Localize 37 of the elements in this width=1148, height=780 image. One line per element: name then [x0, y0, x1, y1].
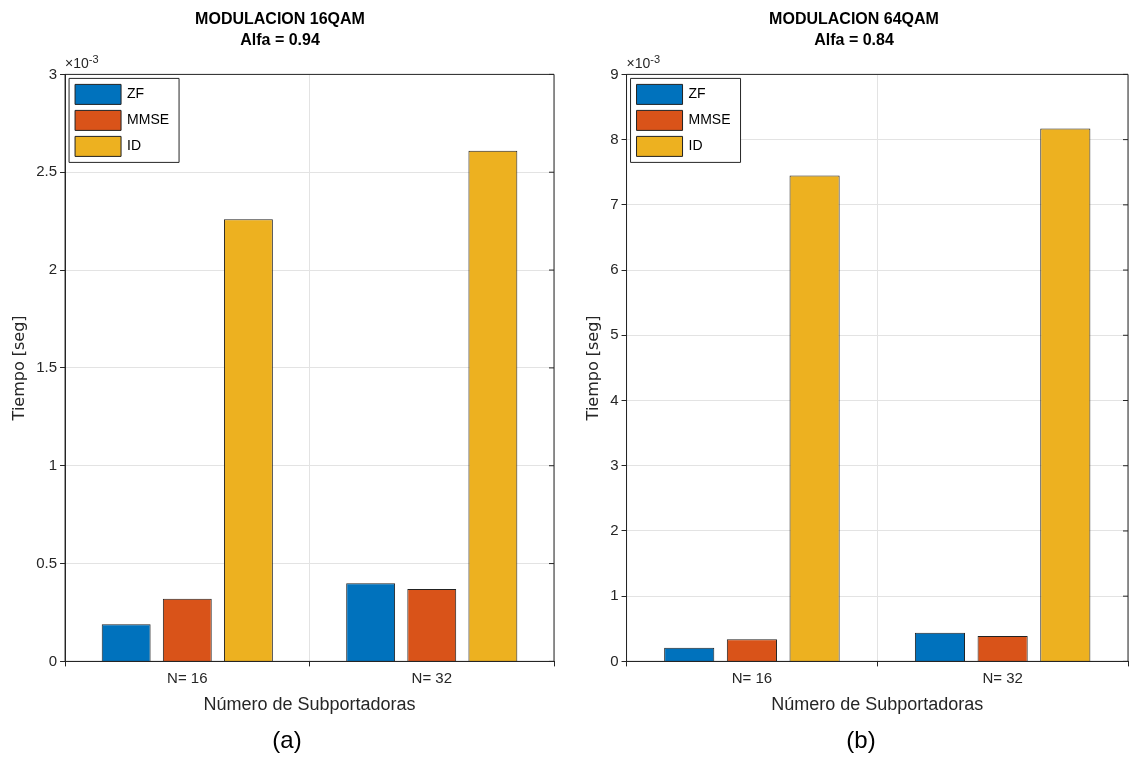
y-tick-label: 3 [48, 64, 58, 82]
chart-subtitle: Alfa = 0.84 [814, 31, 894, 49]
legend-label: ZF [688, 85, 706, 102]
y-tick-label: 9 [610, 64, 619, 82]
legend-label: MMSE [688, 111, 731, 128]
x-tick-label: N= 32 [411, 668, 452, 686]
y-tick-label: 5 [610, 325, 619, 343]
legend-label: ID [127, 137, 142, 154]
x-tick-label: N= 32 [982, 668, 1023, 686]
x-axis-title: Número de Subportadoras [203, 694, 416, 715]
y-tick-label: 4 [610, 390, 619, 408]
chart-subtitle: Alfa = 0.94 [240, 31, 320, 49]
y-tick-label: 6 [610, 260, 619, 278]
y-tick-label: 2.5 [36, 162, 58, 180]
y-tick-label: 2 [610, 521, 619, 539]
x-tick-label: N= 16 [731, 668, 773, 686]
y-tick-label: 1 [610, 586, 619, 604]
chart-title: MODULACION 16QAM [195, 10, 365, 28]
text: (a) [272, 726, 302, 754]
y-axis-title: Tiempo [seg] [8, 315, 28, 422]
x-axis-title: Número de Subportadoras [771, 694, 984, 715]
x-tick-label: N= 16 [167, 668, 208, 686]
text: (b) [846, 726, 876, 754]
y-tick-label: 2 [48, 260, 58, 278]
y-tick-label: 3 [610, 455, 619, 473]
y-tick-label: 0 [610, 651, 619, 669]
y-tick-label: 8 [610, 129, 619, 147]
chart-title: MODULACION 64QAM [769, 10, 939, 28]
legend-label: ZF [127, 85, 145, 102]
y-tick-label: 1 [48, 455, 58, 473]
y-axis-title: Tiempo [seg] [582, 315, 602, 422]
legend-label: MMSE [127, 111, 170, 128]
y-tick-label: 0.5 [36, 553, 58, 571]
legend-label: ID [688, 137, 703, 154]
y-tick-label: 7 [610, 194, 619, 212]
y-tick-label: 1.5 [36, 358, 58, 376]
y-tick-label: 0 [48, 651, 58, 669]
